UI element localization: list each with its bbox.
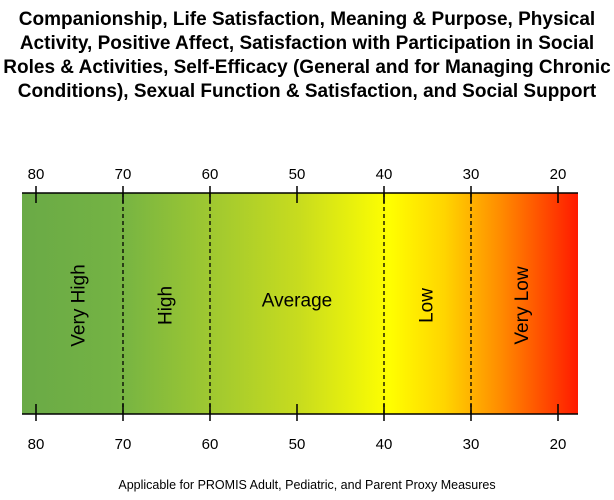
tick-label: 80 bbox=[28, 436, 45, 453]
tick-label: 70 bbox=[115, 436, 132, 453]
band-label: High bbox=[156, 286, 177, 325]
tick-label: 40 bbox=[376, 166, 393, 183]
tick-label: 50 bbox=[289, 166, 306, 183]
title-line: Conditions), Sexual Function & Satisfact… bbox=[17, 81, 597, 102]
tick-label: 50 bbox=[289, 436, 306, 453]
title-line: Roles & Activities, Self-Efficacy (Gener… bbox=[3, 57, 611, 78]
tick-label: 70 bbox=[115, 166, 132, 183]
title-line: Activity, Positive Affect, Satisfaction … bbox=[19, 33, 595, 54]
tick-label: 40 bbox=[376, 436, 393, 453]
band-label: Very Low bbox=[512, 266, 533, 344]
footnote: Applicable for PROMIS Adult, Pediatric, … bbox=[118, 478, 496, 492]
diagram-title: Companionship, Life Satisfaction, Meanin… bbox=[0, 8, 614, 104]
gradient-band bbox=[22, 193, 578, 414]
tick-label: 30 bbox=[463, 166, 480, 183]
band-labels: Very High High Average Low Very Low bbox=[69, 264, 534, 346]
tick-label: 20 bbox=[550, 436, 567, 453]
band-label: Low bbox=[417, 288, 438, 323]
band-label: Very High bbox=[69, 264, 90, 346]
title-line: Companionship, Life Satisfaction, Meanin… bbox=[18, 9, 596, 30]
band-label: Average bbox=[262, 291, 332, 312]
tick-label: 80 bbox=[28, 166, 45, 183]
tick-label: 30 bbox=[463, 436, 480, 453]
bottom-axis-ticks: 80 70 60 50 40 30 20 bbox=[28, 404, 567, 453]
tick-label: 60 bbox=[202, 436, 219, 453]
band-dividers bbox=[122, 193, 472, 414]
tick-label: 60 bbox=[202, 166, 219, 183]
tick-label: 20 bbox=[550, 166, 567, 183]
